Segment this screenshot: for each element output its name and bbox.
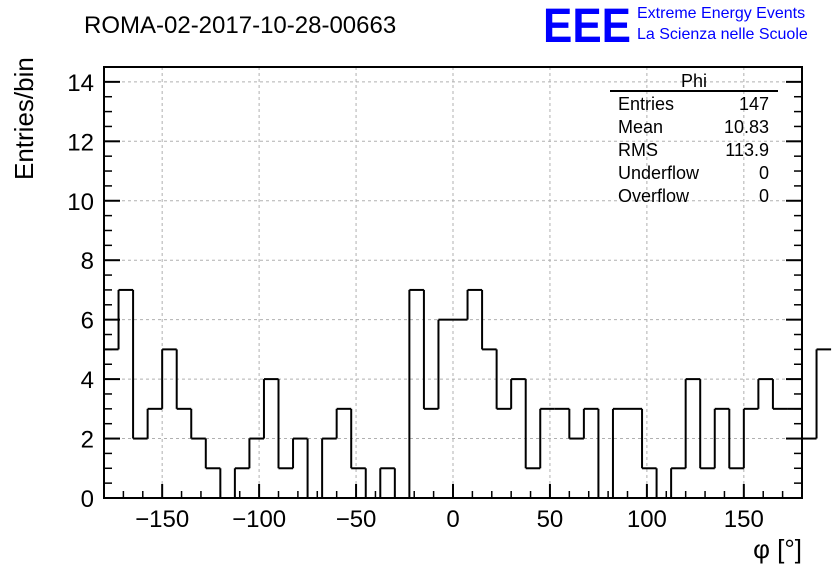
stats-title: Phi (681, 71, 707, 91)
stats-value-overflow: 0 (759, 186, 769, 206)
stats-value-underflow: 0 (759, 163, 769, 183)
y-tick-label: 8 (81, 248, 94, 275)
axis-ticks (104, 66, 803, 499)
y-tick-label: 12 (67, 129, 94, 156)
y-tick-label: 6 (81, 308, 94, 335)
stats-label-underflow: Underflow (618, 163, 700, 183)
stats-label-entries: Entries (618, 94, 674, 114)
x-tick-label: −50 (336, 506, 377, 533)
x-tick-label: −150 (135, 506, 189, 533)
x-tick-label: 50 (537, 506, 564, 533)
run-title: ROMA-02-2017-10-28-00663 (84, 12, 396, 39)
stats-value-entries: 147 (739, 94, 769, 114)
stats-label-mean: Mean (618, 117, 663, 137)
eee-logo-letters: EEE (543, 0, 631, 53)
x-axis-title: φ [°] (753, 534, 802, 564)
x-tick-label: −100 (232, 506, 286, 533)
grid (104, 67, 802, 498)
stats-label-rms: RMS (618, 140, 658, 160)
y-tick-label: 0 (81, 486, 94, 513)
stats-value-mean: 10.83 (724, 117, 769, 137)
stats-value-rms: 113.9 (725, 140, 769, 160)
x-tick-label: 150 (724, 506, 764, 533)
x-tick-label: 0 (446, 506, 459, 533)
eee-logo: EEE Extreme Energy Events La Scienza nel… (543, 0, 808, 53)
logo-line-1: Extreme Energy Events (637, 5, 805, 22)
y-tick-label: 14 (67, 70, 94, 97)
y-tick-label: 4 (81, 367, 94, 394)
y-axis-title: Entries/bin (9, 57, 39, 180)
stats-label-overflow: Overflow (618, 186, 690, 206)
y-tick-labels: 0 2 4 6 8 10 12 14 (67, 70, 94, 513)
logo-line-2: La Scienza nelle Scuole (637, 26, 808, 43)
histogram-series (104, 288, 832, 499)
x-tick-label: 100 (627, 506, 667, 533)
y-tick-label: 2 (81, 427, 94, 454)
stats-box: Phi Entries 147 Mean 10.83 RMS 113.9 Und… (610, 71, 778, 206)
y-tick-label: 10 (67, 189, 94, 216)
x-tick-labels: −150 −100 −50 0 50 100 150 (135, 506, 764, 533)
